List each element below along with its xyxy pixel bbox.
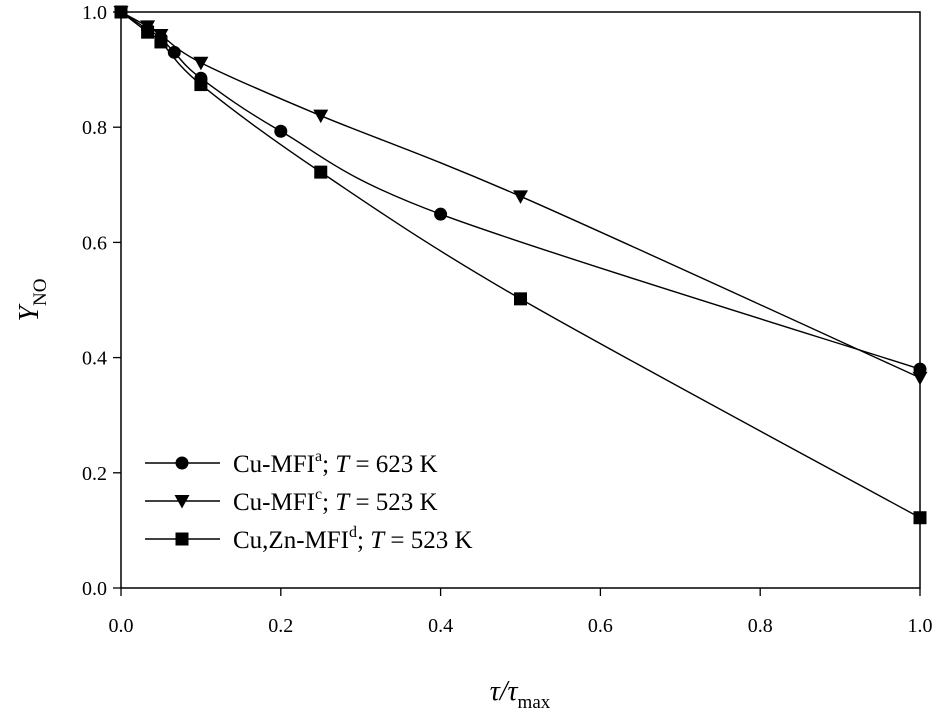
legend-item-1: Cu-MFIa; T = 623 K xyxy=(145,448,438,478)
y-tick-label: 0.4 xyxy=(82,348,107,370)
legend-label: Cu-MFIc; T = 523 K xyxy=(233,486,438,516)
x-axis-title: τ/τmax xyxy=(490,676,551,713)
x-tick-label: 0.6 xyxy=(588,615,613,637)
legend: Cu-MFIa; T = 623 K Cu-MFIc; T = 523 K Cu,Z… xyxy=(145,448,473,554)
data-point xyxy=(513,190,528,204)
x-tick-label: 0.2 xyxy=(268,615,293,637)
data-point xyxy=(114,5,128,19)
axis-ticks: 0.0 0.2 0.4 0.6 0.8 1.0 0.0 0.2 0.4 0.6 0.8 1.0 xyxy=(82,2,933,637)
series-layer xyxy=(113,5,928,525)
y-tick-label: 1.0 xyxy=(82,2,107,24)
plot-frame xyxy=(120,11,921,589)
data-point xyxy=(313,109,329,124)
legend-label: Cu-MFIa; T = 623 K xyxy=(233,448,438,478)
data-point xyxy=(314,165,328,179)
data-point xyxy=(514,292,527,306)
y-tick-label: 0.0 xyxy=(82,578,107,600)
legend-label: Cu,Zn-MFId; T = 523 K xyxy=(233,524,473,554)
y-axis-title: YNO xyxy=(14,278,51,321)
series-2 xyxy=(113,6,928,386)
y-tick-label: 0.8 xyxy=(82,117,107,139)
data-point xyxy=(913,511,927,525)
legend-marker xyxy=(175,456,189,470)
data-point xyxy=(193,56,209,71)
legend-marker xyxy=(174,495,190,509)
legend-item-3: Cu,Zn-MFId; T = 523 K xyxy=(145,524,473,554)
legend-item-2: Cu-MFIc; T = 523 K xyxy=(145,486,438,516)
y-tick-label: 0.2 xyxy=(82,463,107,485)
series-3 xyxy=(114,5,927,525)
x-tick-label: 1.0 xyxy=(908,615,933,637)
y-tick-label: 0.6 xyxy=(82,232,107,254)
data-point xyxy=(141,25,155,39)
data-point xyxy=(194,78,208,92)
data-point xyxy=(912,371,928,386)
legend-marker xyxy=(175,532,189,546)
data-point xyxy=(154,35,168,49)
x-tick-label: 0.4 xyxy=(428,615,453,637)
series-line xyxy=(120,11,921,519)
data-point xyxy=(434,207,448,221)
data-point xyxy=(274,124,288,138)
x-tick-label: 0.0 xyxy=(109,615,134,637)
x-tick-label: 0.8 xyxy=(748,615,773,637)
